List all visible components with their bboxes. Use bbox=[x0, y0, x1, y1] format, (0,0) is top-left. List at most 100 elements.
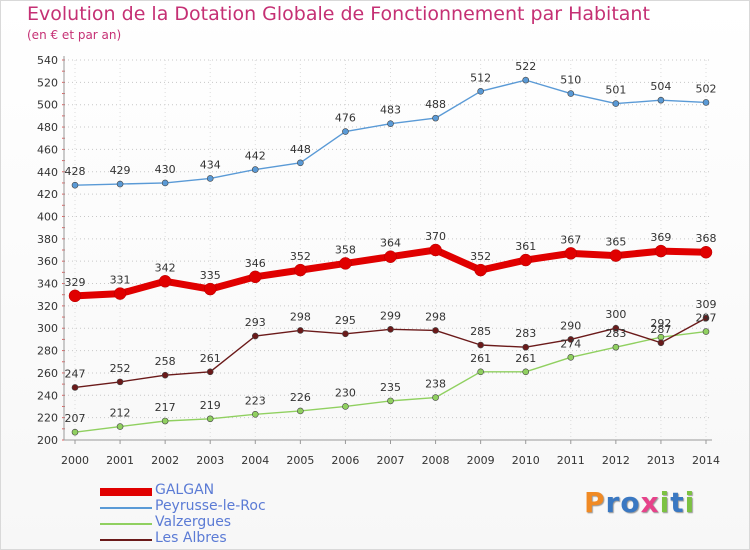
data-label: 298 bbox=[290, 310, 311, 323]
data-label: 283 bbox=[515, 327, 536, 340]
y-tick-label: 320 bbox=[37, 300, 58, 313]
y-tick-label: 420 bbox=[37, 188, 58, 201]
x-tick-label: 2004 bbox=[241, 454, 269, 467]
data-label: 223 bbox=[245, 394, 266, 407]
data-label: 283 bbox=[605, 327, 626, 340]
data-label: 448 bbox=[290, 143, 311, 156]
data-label: 369 bbox=[650, 231, 671, 244]
data-point bbox=[474, 263, 487, 277]
y-tick-label: 240 bbox=[37, 389, 58, 402]
data-point bbox=[702, 314, 710, 322]
x-tick-label: 2008 bbox=[422, 454, 450, 467]
y-tick-label: 460 bbox=[37, 143, 58, 156]
data-label: 226 bbox=[290, 391, 311, 404]
data-point bbox=[654, 244, 668, 258]
data-label: 298 bbox=[425, 310, 446, 323]
data-label: 510 bbox=[560, 74, 581, 87]
data-label: 512 bbox=[470, 71, 491, 84]
logo-letter: t bbox=[670, 486, 685, 519]
data-point bbox=[477, 341, 484, 349]
data-point bbox=[203, 282, 217, 296]
data-point bbox=[567, 353, 575, 361]
x-tick-label: 2002 bbox=[151, 454, 179, 467]
data-label: 230 bbox=[335, 386, 356, 399]
data-label: 287 bbox=[650, 323, 671, 336]
logo-letter: i bbox=[659, 486, 671, 519]
x-tick-label: 2014 bbox=[692, 454, 720, 467]
logo-letter: o bbox=[620, 486, 641, 519]
data-point bbox=[297, 159, 304, 167]
legend-item: GALGAN bbox=[100, 482, 400, 500]
data-label: 430 bbox=[155, 163, 176, 176]
y-tick-label: 480 bbox=[37, 121, 58, 134]
data-label: 274 bbox=[560, 337, 581, 350]
data-label: 442 bbox=[245, 150, 266, 163]
chart-title: Evolution de la Dotation Globale de Fonc… bbox=[27, 3, 650, 25]
legend-item: Valzergues bbox=[100, 514, 400, 532]
data-label: 358 bbox=[335, 243, 356, 256]
data-point bbox=[342, 330, 349, 338]
data-label: 219 bbox=[200, 399, 221, 412]
x-tick-label: 2013 bbox=[647, 454, 675, 467]
data-label: 295 bbox=[335, 314, 356, 327]
data-point bbox=[294, 263, 307, 277]
data-label: 346 bbox=[245, 257, 266, 270]
data-point bbox=[564, 247, 578, 260]
data-point bbox=[612, 100, 620, 107]
logo-letter: P bbox=[584, 486, 606, 519]
data-point bbox=[161, 417, 169, 425]
logo-letter: i bbox=[684, 486, 696, 519]
data-point bbox=[297, 327, 304, 334]
data-label: 434 bbox=[200, 158, 221, 171]
data-point bbox=[71, 181, 79, 189]
data-label: 488 bbox=[425, 98, 446, 111]
y-tick-label: 260 bbox=[37, 367, 58, 380]
data-point bbox=[297, 407, 304, 415]
y-tick-label: 440 bbox=[37, 166, 58, 179]
data-label: 261 bbox=[470, 352, 491, 365]
data-label: 293 bbox=[245, 316, 266, 329]
x-tick-label: 2003 bbox=[196, 454, 224, 467]
y-tick-label: 500 bbox=[37, 99, 58, 112]
legend-label: GALGAN bbox=[155, 482, 215, 498]
data-label: 300 bbox=[605, 308, 626, 321]
legend-label: Les Albres bbox=[155, 530, 227, 546]
data-label: 207 bbox=[65, 412, 86, 425]
data-label: 342 bbox=[155, 261, 176, 274]
data-point bbox=[699, 245, 713, 259]
legend-swatch bbox=[100, 488, 152, 496]
data-point bbox=[522, 76, 530, 84]
data-point bbox=[567, 90, 575, 97]
data-label: 364 bbox=[380, 237, 401, 250]
data-point bbox=[71, 428, 79, 436]
data-point bbox=[71, 384, 79, 391]
data-point bbox=[68, 289, 82, 303]
data-point bbox=[206, 175, 214, 182]
data-point bbox=[206, 415, 214, 423]
data-point bbox=[161, 179, 169, 187]
data-label: 309 bbox=[696, 298, 717, 311]
data-label: 292 bbox=[650, 317, 671, 330]
data-label: 285 bbox=[470, 325, 491, 338]
data-label: 238 bbox=[425, 378, 446, 391]
data-point bbox=[522, 343, 530, 351]
x-tick-label: 2012 bbox=[602, 454, 630, 467]
data-label: 429 bbox=[110, 164, 131, 177]
data-point bbox=[612, 343, 620, 351]
data-label: 483 bbox=[380, 104, 401, 117]
legend-swatch bbox=[100, 523, 152, 525]
data-point bbox=[702, 99, 710, 106]
y-tick-label: 540 bbox=[37, 54, 58, 67]
y-tick-label: 300 bbox=[37, 322, 58, 335]
data-point bbox=[158, 275, 172, 288]
chart-legend: GALGAN Peyrusse-le-Roc Valzergues Les Albre… bbox=[100, 482, 400, 548]
data-point bbox=[387, 120, 394, 128]
data-point bbox=[477, 87, 484, 95]
x-tick-label: 2010 bbox=[512, 454, 540, 467]
data-label: 370 bbox=[425, 230, 446, 243]
logo-letter: x bbox=[640, 486, 660, 519]
y-tick-label: 200 bbox=[37, 434, 58, 447]
data-point bbox=[342, 128, 349, 135]
data-point bbox=[384, 250, 397, 263]
legend-item: Les Albres bbox=[100, 530, 400, 548]
